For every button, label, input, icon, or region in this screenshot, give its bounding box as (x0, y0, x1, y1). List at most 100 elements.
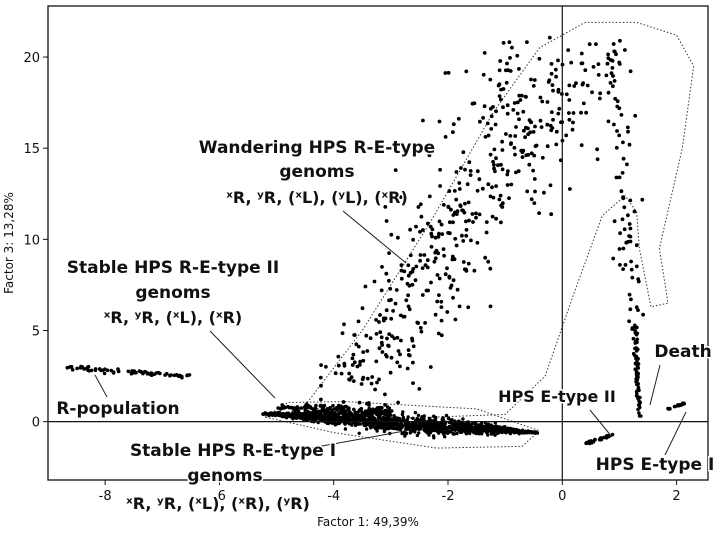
point-stable-i (440, 429, 444, 434)
point-wandering (528, 130, 533, 135)
point-wandering (512, 101, 517, 105)
point-wandering (624, 240, 629, 245)
point-stable-i (503, 425, 507, 429)
point-wandering (481, 116, 485, 120)
point-wandering (580, 61, 585, 66)
point-stable-i (459, 429, 463, 433)
point-stable-i (499, 427, 504, 431)
point-wandering (419, 329, 424, 334)
point-stable-i (390, 409, 394, 413)
point-wandering (385, 336, 389, 341)
point-wandering (421, 228, 425, 232)
point-wandering (411, 344, 416, 349)
point-wandering (392, 336, 397, 341)
point-wandering (485, 121, 490, 126)
point-wandering (324, 364, 328, 369)
point-wandering (383, 205, 388, 209)
point-wandering (456, 116, 461, 121)
point-wandering (520, 155, 525, 160)
point-wandering (450, 257, 455, 262)
point-death (633, 346, 637, 351)
point-wandering (340, 331, 345, 336)
point-stable-i (361, 415, 365, 419)
point-wandering (462, 267, 467, 272)
point-death (636, 362, 641, 366)
point-wandering (500, 139, 504, 144)
point-r-population (82, 367, 86, 371)
point-wandering (490, 214, 495, 219)
point-wandering (414, 264, 419, 269)
point-r-population (156, 370, 161, 375)
hull-stable (263, 401, 541, 449)
point-wandering (442, 253, 446, 258)
point-wandering (606, 56, 611, 60)
point-wandering (611, 84, 615, 89)
point-death (631, 336, 636, 341)
point-death (635, 392, 639, 396)
point-e-type-i (680, 402, 684, 407)
point-stable-i (512, 429, 516, 434)
point-stable-i (509, 428, 513, 433)
point-wandering (406, 273, 411, 278)
point-wandering (514, 125, 518, 129)
point-wandering (628, 239, 633, 244)
label-stable-i-formula: ˣR, ʸR, (ˣL), (ˣR), (ʸR) (126, 494, 310, 513)
point-stable-i (415, 416, 419, 421)
point-wandering (472, 268, 477, 273)
point-wandering (554, 129, 559, 134)
point-wandering (542, 190, 546, 195)
point-wandering (529, 77, 533, 82)
point-wandering (430, 227, 435, 232)
point-stable-ii (343, 404, 348, 409)
point-wandering (498, 59, 503, 63)
x-axis-label: Factor 1: 49,39% (317, 515, 419, 529)
point-stable-ii (279, 406, 283, 411)
x-tick-label: -2 (442, 489, 455, 504)
point-wandering (521, 109, 526, 114)
point-wandering (524, 95, 528, 99)
point-wandering (587, 42, 592, 47)
leader-death (649, 364, 661, 406)
point-wandering (452, 189, 457, 193)
point-wandering (628, 307, 633, 312)
point-wandering (418, 326, 423, 330)
point-wandering (506, 68, 510, 73)
point-wandering (621, 156, 626, 161)
point-stable-i (387, 423, 391, 427)
point-wandering (395, 335, 400, 340)
point-r-population (168, 373, 172, 378)
point-wandering (634, 243, 639, 248)
label-stable-i-title: Stable HPS R-E-type I (130, 441, 336, 461)
point-wandering (579, 110, 583, 115)
point-stable-i (453, 428, 457, 432)
annotations: Wandering HPS R-E-type genoms ˣR, ʸR, (ˣL)… (55, 137, 716, 515)
point-wandering (636, 277, 641, 282)
point-wandering (498, 193, 503, 198)
point-wandering (454, 197, 459, 202)
point-wandering (471, 220, 475, 224)
point-wandering (627, 292, 632, 297)
point-stable-i (461, 417, 465, 421)
point-wandering (513, 152, 517, 157)
point-wandering (380, 350, 385, 354)
point-r-population (109, 368, 114, 373)
point-wandering (545, 144, 550, 149)
point-stable-ii (339, 408, 344, 413)
point-wandering (407, 353, 412, 358)
point-wandering (441, 203, 446, 207)
point-wandering (493, 169, 497, 174)
leader-e-type-i (664, 411, 687, 456)
point-stable-i (416, 413, 421, 417)
point-stable-i (455, 431, 459, 436)
point-wandering (464, 233, 469, 238)
point-stable-i (437, 425, 441, 430)
point-e-type-ii (589, 439, 593, 444)
point-stable-i (356, 422, 360, 426)
point-wandering (467, 218, 471, 223)
point-wandering (595, 157, 600, 162)
point-wandering (508, 56, 512, 60)
point-wandering (494, 216, 498, 221)
point-wandering (512, 145, 517, 150)
label-stable-ii-genoms: genoms (135, 283, 210, 303)
point-wandering (388, 370, 393, 375)
